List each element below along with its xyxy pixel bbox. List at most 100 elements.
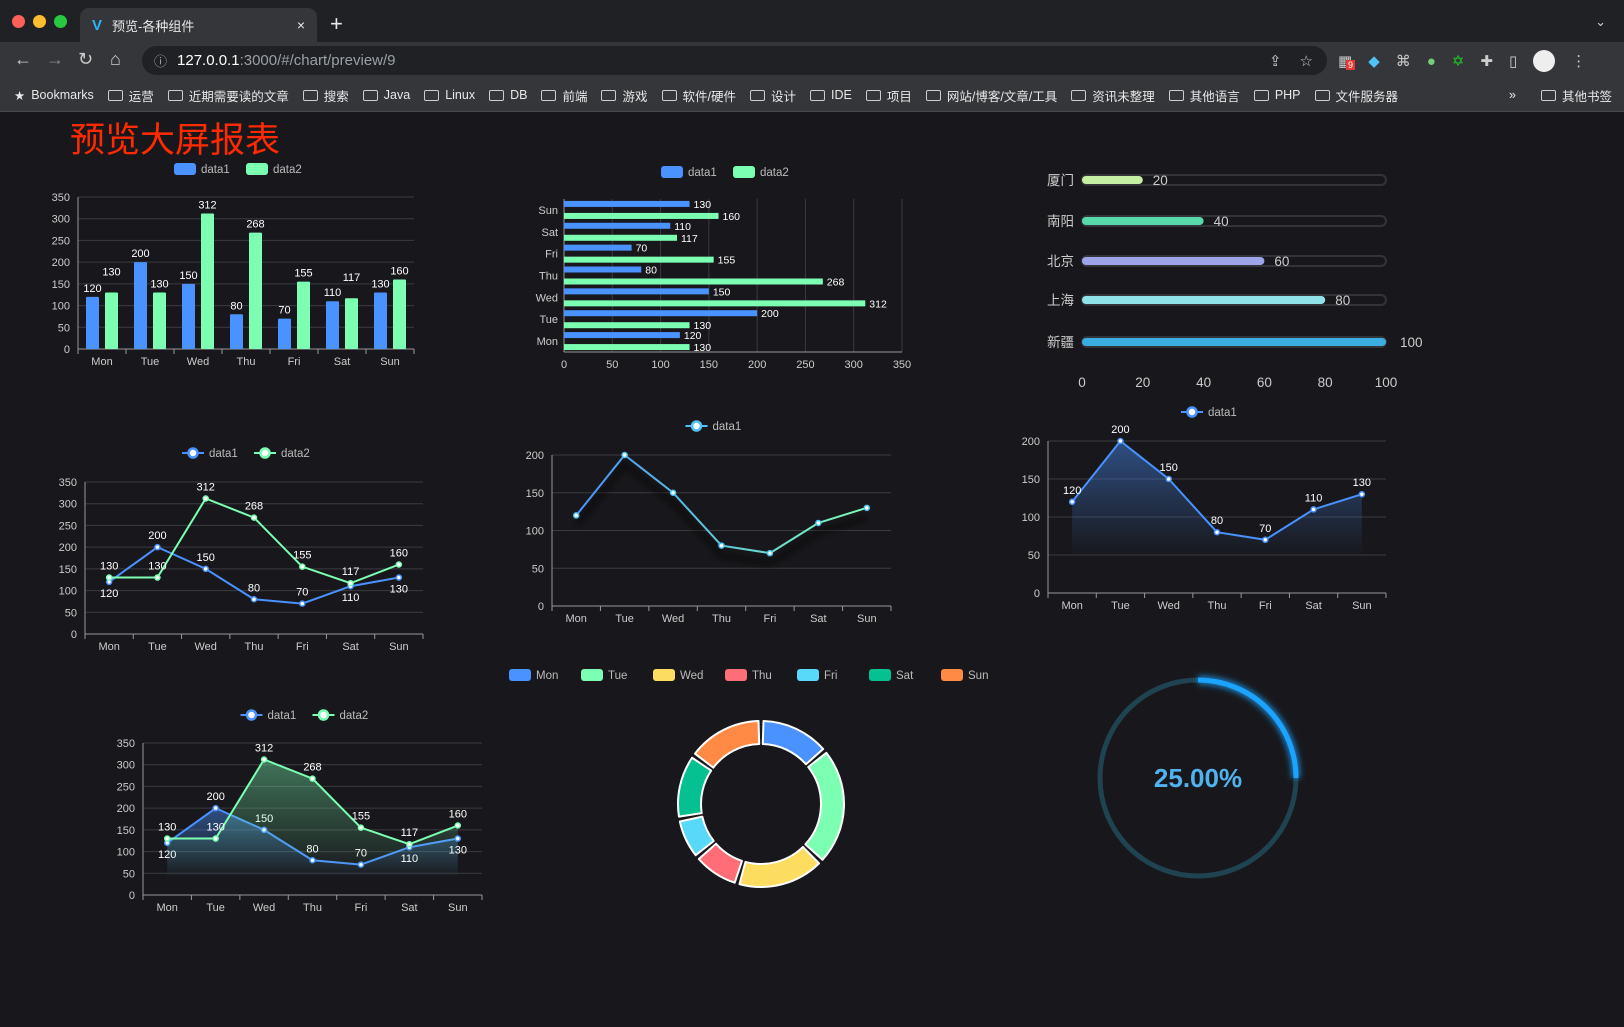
bookmark-item[interactable]: 游戏 bbox=[601, 86, 648, 105]
data-point bbox=[1068, 498, 1076, 506]
data-point bbox=[1165, 475, 1172, 483]
legend-label: Fri bbox=[824, 670, 837, 682]
info-icon[interactable]: ⓘ bbox=[154, 54, 168, 69]
bookmark-item[interactable]: 运营 bbox=[107, 86, 154, 105]
x-category-label: Wed bbox=[195, 641, 217, 653]
bookmark-item[interactable]: 其他语言 bbox=[1168, 86, 1240, 105]
close-tab-icon[interactable]: × bbox=[296, 17, 305, 33]
bar-value-label: 268 bbox=[827, 277, 845, 289]
bookmark-item[interactable]: 资讯未整理 bbox=[1071, 86, 1155, 105]
reload-icon[interactable]: ↻ bbox=[78, 49, 94, 69]
line-shadow bbox=[573, 459, 868, 568]
bookmark-item[interactable]: 网站/博客/文章/工具 bbox=[925, 86, 1057, 105]
bar-value-label: 312 bbox=[869, 298, 887, 310]
bar-value-label: 130 bbox=[102, 267, 120, 279]
data-point bbox=[621, 451, 628, 459]
bookmark-item[interactable]: ★ Bookmarks bbox=[14, 88, 94, 103]
bookmark-item[interactable]: 近期需要读的文章 bbox=[167, 86, 289, 105]
legend-label: data1 bbox=[1208, 407, 1237, 419]
share-icon[interactable]: ⇪ bbox=[1268, 52, 1282, 70]
bookmark-item[interactable]: 搜索 bbox=[302, 86, 349, 105]
bookmark-item[interactable]: Linux bbox=[424, 88, 475, 102]
data-point bbox=[309, 775, 316, 782]
address-bar[interactable]: ⓘ 127.0.0.1:3000/#/chart/preview/9 ⇪ ☆ bbox=[142, 46, 1327, 75]
bar-value-label: 80 bbox=[645, 265, 657, 277]
star-extension-icon[interactable]: ✡ bbox=[1451, 53, 1465, 70]
green-dot-extension-icon[interactable]: ● bbox=[1426, 52, 1436, 70]
folder-icon bbox=[362, 89, 378, 101]
bookmark-item[interactable]: 文件服务器 bbox=[1314, 86, 1399, 105]
data-point bbox=[454, 822, 462, 829]
x-category-label: Wed bbox=[253, 902, 275, 914]
bar bbox=[564, 244, 632, 251]
x-category-label: Tue bbox=[141, 356, 160, 368]
browser-tab[interactable]: V 预览-各种组件 × bbox=[80, 8, 317, 42]
point-value-label: 268 bbox=[245, 501, 263, 513]
data-point bbox=[105, 574, 113, 581]
bookmarks-overflow[interactable]: » bbox=[1509, 88, 1516, 102]
url-host: 127.0.0.1 bbox=[177, 52, 240, 69]
legend-swatch-icon bbox=[653, 669, 675, 681]
home-icon[interactable]: ⌂ bbox=[110, 49, 121, 69]
extension-icon[interactable]: ▦9 bbox=[1338, 52, 1356, 70]
other-bookmarks-label: 其他书签 bbox=[1561, 89, 1612, 104]
folder-icon bbox=[925, 89, 941, 101]
bar-value-label: 110 bbox=[674, 221, 691, 233]
sidepanel-icon[interactable]: ▯ bbox=[1508, 53, 1518, 70]
legend-marker-icon bbox=[187, 447, 199, 459]
data-point bbox=[572, 512, 580, 519]
data-point bbox=[1262, 536, 1269, 544]
bookmark-label: 前端 bbox=[562, 89, 588, 104]
bookmark-item[interactable]: PHP bbox=[1253, 88, 1301, 102]
bar bbox=[278, 318, 291, 349]
tab-search-button[interactable]: ⌄ bbox=[1595, 14, 1606, 29]
bar-value-label: 312 bbox=[198, 200, 216, 212]
legend-swatch-icon bbox=[509, 669, 531, 681]
other-bookmarks[interactable]: 其他书签 bbox=[1540, 86, 1612, 105]
area-fill bbox=[1072, 441, 1362, 555]
legend-label: data2 bbox=[273, 164, 302, 176]
forward-icon[interactable]: → bbox=[46, 49, 64, 69]
profile-avatar[interactable] bbox=[1533, 50, 1556, 72]
bar bbox=[564, 256, 714, 263]
puzzle-icon[interactable]: ✚ bbox=[1480, 53, 1493, 70]
bookmark-item[interactable]: 项目 bbox=[865, 86, 912, 105]
bookmark-star-icon[interactable]: ☆ bbox=[1299, 52, 1313, 70]
command-extension-icon[interactable]: ⌘ bbox=[1395, 53, 1411, 70]
bar-value-label: 155 bbox=[718, 255, 736, 267]
bookmark-item[interactable]: 设计 bbox=[749, 86, 796, 105]
x-category-label: Wed bbox=[1158, 600, 1180, 612]
menu-icon[interactable]: ⋮ bbox=[1571, 53, 1587, 70]
legend-swatch-icon bbox=[174, 163, 196, 175]
new-tab-button[interactable]: + bbox=[330, 11, 343, 36]
bookmark-item[interactable]: IDE bbox=[810, 88, 852, 102]
x-category-label: Fri bbox=[764, 613, 777, 625]
bookmark-label: 文件服务器 bbox=[1335, 89, 1399, 104]
point-value-label: 130 bbox=[148, 561, 166, 573]
back-icon[interactable]: ← bbox=[14, 49, 32, 69]
point-value-label: 160 bbox=[390, 548, 408, 560]
x-tick-label: 100 bbox=[1375, 375, 1398, 390]
bookmark-item[interactable]: 前端 bbox=[541, 86, 587, 105]
y-tick-label: 100 bbox=[52, 301, 70, 313]
x-category-label: Wed bbox=[187, 356, 209, 368]
legend-marker-icon bbox=[690, 420, 703, 432]
x-category-label: Thu bbox=[1208, 600, 1227, 612]
x-tick-label: 20 bbox=[1135, 375, 1150, 390]
bookmark-item[interactable]: Java bbox=[362, 88, 410, 102]
bookmark-item[interactable]: 软件/硬件 bbox=[661, 86, 736, 105]
data-point bbox=[163, 835, 171, 842]
point-value-label: 268 bbox=[303, 762, 321, 774]
close-window-button[interactable] bbox=[12, 15, 25, 28]
bookmark-item[interactable]: DB bbox=[489, 88, 527, 102]
maximize-window-button[interactable] bbox=[54, 15, 67, 28]
diamond-extension-icon[interactable]: ◆ bbox=[1368, 53, 1380, 70]
y-tick-label: 0 bbox=[1034, 588, 1040, 600]
y-tick-label: 50 bbox=[1028, 550, 1040, 562]
x-category-label: Fri bbox=[288, 356, 301, 368]
y-tick-label: 350 bbox=[59, 477, 77, 489]
tab-title: 预览-各种组件 bbox=[112, 18, 195, 34]
bookmark-label: PHP bbox=[1274, 88, 1301, 102]
bar-value-label: 130 bbox=[150, 279, 168, 291]
minimize-window-button[interactable] bbox=[33, 15, 46, 28]
